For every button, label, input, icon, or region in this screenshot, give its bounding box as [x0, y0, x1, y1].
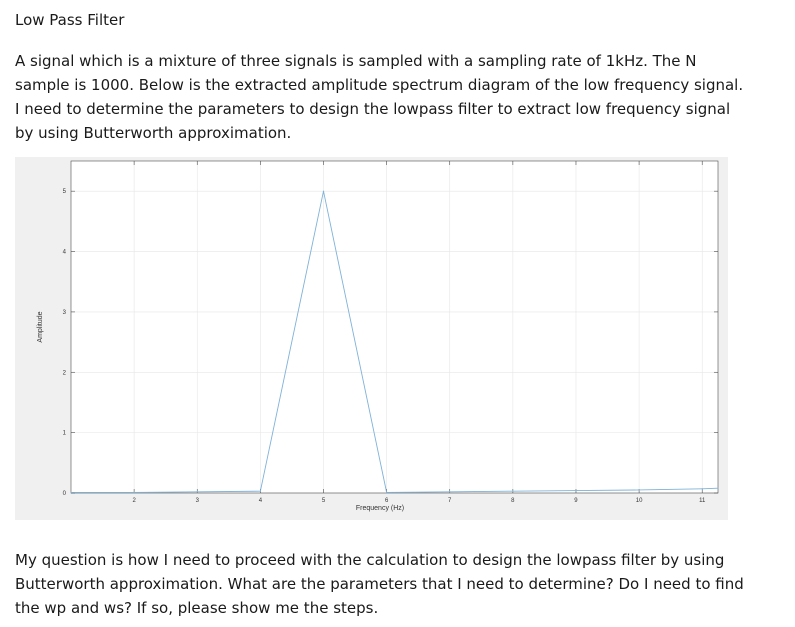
axes-frame	[70, 160, 719, 494]
x-tick-label: 2	[132, 498, 136, 504]
y-tick-label: 3	[63, 310, 67, 316]
data-point	[196, 491, 198, 493]
question-paragraph: My question is how I need to proceed wit…	[15, 551, 744, 617]
x-tick-label: 8	[511, 498, 515, 504]
data-point	[133, 491, 135, 493]
y-tick-label: 0	[63, 491, 67, 497]
x-tick-label: 11	[699, 498, 706, 504]
y-tick-label: 5	[63, 189, 67, 195]
x-tick-label: 9	[574, 498, 578, 504]
x-tick-label: 4	[259, 498, 263, 504]
data-points	[70, 190, 719, 493]
y-tick-label: 4	[63, 250, 67, 256]
x-axis-label: Frequency (Hz)	[356, 505, 404, 512]
data-point	[322, 190, 325, 192]
data-point	[575, 489, 577, 492]
x-tick-label: 5	[322, 498, 326, 504]
data-point	[70, 491, 72, 493]
data-point	[512, 490, 514, 492]
y-axis-label: Amplitude	[37, 311, 44, 342]
data-point	[701, 488, 703, 490]
plot-border	[70, 160, 719, 494]
series-line	[71, 191, 719, 493]
data-point	[259, 490, 261, 492]
data-point	[386, 491, 388, 493]
plot-area	[71, 161, 718, 493]
x-tick-label: 3	[196, 498, 200, 504]
x-tick-label: 7	[448, 498, 452, 504]
page-title: Low Pass Filter	[15, 11, 125, 29]
x-tick-label: 6	[385, 498, 389, 504]
data-point	[717, 487, 719, 489]
amplitude-spectrum-chart: 2 3 4 5 6 7 8 9 10 11 0 1 2 3 4 5 Frequency (Hz) Amplit…	[37, 160, 719, 512]
y-tick-label: 1	[63, 431, 67, 437]
x-tick-label: 10	[636, 498, 643, 504]
data-point	[638, 489, 640, 491]
question-intro-paragraph: A signal which is a mixture of three sig…	[15, 52, 744, 142]
data-point	[449, 491, 451, 493]
y-tick-label: 2	[63, 370, 67, 376]
amplitude-spectrum-figure: 2 3 4 5 6 7 8 9 10 11 0 1 2 3 4 5 Frequency (Hz) Amplit…	[15, 157, 728, 520]
